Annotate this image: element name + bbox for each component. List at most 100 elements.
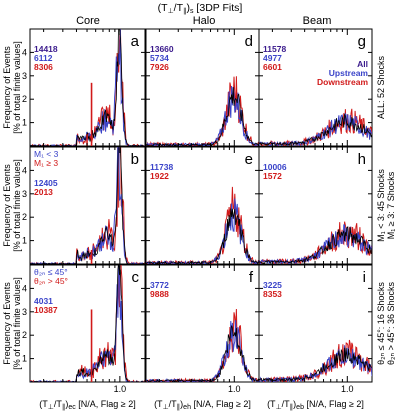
count-label: 6112 xyxy=(34,53,53,63)
panel-letter: f xyxy=(249,269,254,286)
y-tick-label: 2 xyxy=(22,212,27,222)
plot-area xyxy=(30,29,145,146)
y-axis-label: [% of total finite values] xyxy=(12,277,22,370)
panel-frame xyxy=(29,264,146,383)
y-tick-label: 1 xyxy=(22,354,27,364)
count-label: 3225 xyxy=(263,280,282,290)
count-label: 7926 xyxy=(150,62,169,72)
count-label: 6601 xyxy=(263,62,282,72)
count-label: 11738 xyxy=(150,162,173,172)
panel-letter: h xyxy=(358,151,366,168)
row-label: θ₂ₙ ≤ 45°: 16 Shocks xyxy=(376,282,386,365)
y-tick-label: 1 xyxy=(22,118,27,128)
condition-label: M₁ < 3 xyxy=(34,149,59,159)
plot-area xyxy=(30,147,145,264)
y-axis-label: Frequency of Events xyxy=(2,46,12,129)
count-label: 8353 xyxy=(263,289,282,299)
row-label: M₁ ≥ 3: 7 Shocks xyxy=(386,171,396,239)
count-label: 10387 xyxy=(34,305,58,315)
row-label: M₁ < 3: 45 Shocks xyxy=(376,169,386,242)
count-label: 10006 xyxy=(263,162,287,172)
y-tick-label: 4 xyxy=(22,47,27,57)
col-title-beam: Beam xyxy=(303,15,332,27)
count-label: 11578 xyxy=(263,44,286,54)
count-label: 1572 xyxy=(263,171,282,181)
x-tick-label: 1.0 xyxy=(341,384,354,394)
plot-area xyxy=(259,221,372,264)
count-label: 5734 xyxy=(150,53,169,63)
panel-letter: d xyxy=(245,33,253,50)
plot-area xyxy=(259,108,372,146)
panel-letter: b xyxy=(131,151,139,168)
col-title-core: Core xyxy=(76,15,100,27)
panel-letter: g xyxy=(358,33,366,50)
x-tick-label: 1.0 xyxy=(228,384,241,394)
count-label: 12405 xyxy=(34,178,58,188)
count-label: 1922 xyxy=(150,171,169,181)
x-tick-label: 1.0 xyxy=(114,384,127,394)
plot-area xyxy=(259,339,372,382)
y-tick-label: 1 xyxy=(22,236,27,246)
legend-all: All xyxy=(357,59,368,69)
count-label: 3772 xyxy=(150,280,169,290)
series-all xyxy=(30,147,145,264)
count-label: 4977 xyxy=(263,53,282,63)
legend-upstream: Upstream xyxy=(329,68,369,78)
panel-letter: a xyxy=(131,33,140,50)
figure-title: (T⊥/T∥)s [3DP Fits] xyxy=(158,2,243,15)
series-all xyxy=(30,29,145,146)
y-axis-label: Frequency of Events xyxy=(2,164,12,247)
y-axis-label: [% of total finite values] xyxy=(12,41,22,134)
y-axis-label: Frequency of Events xyxy=(2,282,12,365)
count-label: 8306 xyxy=(34,62,53,72)
panel-frame xyxy=(145,146,260,265)
count-label: 9888 xyxy=(150,289,169,299)
panel-grid: 1234a1441861128306d1366057347926g1157849… xyxy=(22,28,373,394)
x-axis-label: (T⊥/T∥)ec [N/A, Flag ≥ 2] xyxy=(39,399,135,411)
panel-letter: e xyxy=(245,151,253,168)
condition-label: M₁ ≥ 3 xyxy=(34,158,58,168)
legend-downstream: Downstream xyxy=(317,77,368,87)
panel-letter: i xyxy=(363,269,366,286)
series-all xyxy=(259,226,372,264)
count-label: 4031 xyxy=(34,296,53,306)
series-upstream xyxy=(259,224,372,264)
condition-label: θ₂ₙ ≤ 45° xyxy=(34,267,68,277)
y-tick-label: 4 xyxy=(22,165,27,175)
y-tick-label: 2 xyxy=(22,94,27,104)
plot-area xyxy=(30,265,145,382)
condition-label: θ₂ₙ > 45° xyxy=(34,276,68,286)
y-axis-label: [% of total finite values] xyxy=(12,159,22,252)
panel-frame xyxy=(145,264,260,383)
x-axis-label: (T⊥/T∥)eh [N/A, Flag ≥ 2] xyxy=(154,399,251,411)
panel-frame xyxy=(29,28,146,147)
count-label: 13660 xyxy=(150,44,174,54)
y-tick-label: 3 xyxy=(22,189,27,199)
x-axis-label: (T⊥/T∥)eb [N/A, Flag ≥ 2] xyxy=(267,399,364,411)
panel-letter: c xyxy=(132,269,140,286)
axis-labels: Frequency of Events [% of total finite va… xyxy=(2,41,396,411)
count-label: 2013 xyxy=(34,187,53,197)
col-title-halo: Halo xyxy=(193,15,216,27)
count-label: 14418 xyxy=(34,44,58,54)
y-tick-label: 3 xyxy=(22,71,27,81)
y-tick-label: 4 xyxy=(22,283,27,293)
y-tick-label: 2 xyxy=(22,330,27,340)
series-all xyxy=(30,265,145,382)
series-all xyxy=(259,347,372,382)
panel-frame xyxy=(29,146,146,265)
series-all xyxy=(259,113,372,146)
y-tick-label: 3 xyxy=(22,307,27,317)
row-label: ALL: 52 Shocks xyxy=(376,55,386,119)
row-label: θ₂ₙ > 45°: 36 Shocks xyxy=(386,282,396,365)
